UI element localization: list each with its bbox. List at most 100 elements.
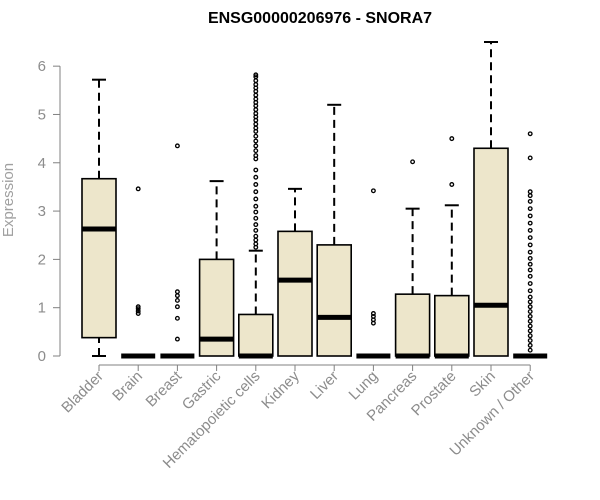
outlier-hematopoietic-cells-25 [253,111,259,116]
box-unknown-other [513,131,548,359]
iqr-box-liver [316,244,353,357]
iqr-box-pancreas [394,293,431,357]
outlier-breast-0 [174,336,180,342]
iqr-box-prostate [433,294,470,357]
outlier-unknown-other-0 [527,347,533,353]
outlier-unknown-other-6 [527,318,533,324]
outlier-hematopoietic-cells-26 [253,107,259,113]
outlier-unknown-other-14 [527,273,533,279]
outlier-unknown-other-4 [527,328,533,334]
box-lung [356,188,391,359]
y-tick-label-4: 4 [38,155,46,172]
outlier-unknown-other-10 [527,299,533,305]
iqr-box-skin [473,147,509,357]
y-tick-label-0: 0 [38,348,46,365]
outlier-hematopoietic-cells-18 [253,138,259,144]
outlier-brain-1 [135,308,141,314]
outlier-unknown-other-24 [527,206,533,212]
outlier-unknown-other-5 [527,323,533,329]
outlier-hematopoietic-cells-15 [253,153,259,158]
outlier-unknown-other-21 [527,227,533,233]
outlier-hematopoietic-cells-1 [253,241,259,247]
outlier-prostate-1 [449,136,455,142]
outlier-hematopoietic-cells-22 [253,121,259,127]
outlier-hematopoietic-cells-29 [253,96,259,102]
outlier-hematopoietic-cells-21 [253,125,259,131]
outlier-hematopoietic-cells-11 [253,182,259,187]
outlier-breast-1 [174,315,180,321]
box-gastric [198,180,235,357]
box-skin [473,41,509,357]
y-tick-label-2: 2 [38,251,46,268]
outlier-lung-2 [370,313,376,319]
iqr-box-hematopoietic-cells [238,313,274,357]
outlier-lung-4 [370,188,376,194]
outlier-hematopoietic-cells-33 [253,82,259,87]
outlier-unknown-other-25 [527,198,533,204]
outlier-hematopoietic-cells-10 [253,189,259,195]
outlier-breast-4 [174,293,180,299]
outlier-hematopoietic-cells-19 [253,133,259,139]
outlier-unknown-other-3 [527,333,533,339]
outlier-hematopoietic-cells-7 [253,209,259,215]
y-tick-label-6: 6 [38,58,46,75]
outlier-lung-3 [370,311,376,316]
x-tick-label-lung: Lung [346,368,382,404]
outlier-unknown-other-1 [527,342,533,348]
outlier-unknown-other-15 [527,267,533,273]
y-tick-label-3: 3 [38,203,46,220]
box-hematopoietic-cells [238,72,274,359]
outlier-unknown-other-7 [527,313,533,319]
outlier-brain-0 [135,311,141,316]
outlier-unknown-other-17 [527,255,533,261]
outlier-unknown-other-27 [527,189,533,195]
box-pancreas [394,159,431,359]
outlier-hematopoietic-cells-17 [253,143,259,149]
outlier-hematopoietic-cells-3 [253,233,259,239]
outlier-unknown-other-2 [527,338,533,343]
outlier-breast-6 [174,143,180,149]
outlier-breast-3 [174,297,180,303]
iqr-box-bladder [81,177,117,339]
outlier-hematopoietic-cells-6 [253,215,259,221]
outlier-hematopoietic-cells-36 [253,72,259,78]
outlier-unknown-other-23 [527,213,533,219]
outlier-breast-5 [174,289,180,295]
iqr-box-kidney [277,230,313,357]
box-breast [160,143,195,359]
outlier-unknown-other-8 [527,309,533,315]
outlier-brain-4 [135,186,141,192]
outlier-pancreas-0 [410,159,416,165]
outlier-unknown-other-26 [527,193,533,199]
outlier-hematopoietic-cells-4 [253,227,259,233]
outlier-unknown-other-19 [527,242,533,248]
outlier-hematopoietic-cells-12 [253,174,259,180]
outlier-hematopoietic-cells-35 [253,74,259,80]
x-tick-label-kidney: Kidney [258,367,303,412]
outlier-brain-3 [135,304,141,310]
y-axis-label: Expression [0,163,17,237]
outlier-unknown-other-29 [527,131,533,137]
outlier-hematopoietic-cells-5 [253,222,259,228]
box-series [81,41,548,359]
outlier-unknown-other-13 [527,281,533,286]
x-tick-label-liver: Liver [307,368,342,403]
outlier-brain-2 [135,306,141,312]
box-kidney [277,187,313,357]
box-liver [316,103,353,357]
outlier-unknown-other-28 [527,155,533,161]
x-tick-label-breast: Breast [143,367,186,410]
outlier-hematopoietic-cells-2 [253,237,259,243]
box-bladder [81,78,117,357]
outlier-hematopoietic-cells-8 [253,203,259,209]
outlier-hematopoietic-cells-30 [253,92,259,98]
outlier-unknown-other-22 [527,220,533,226]
outlier-prostate-0 [449,182,455,187]
outlier-hematopoietic-cells-16 [253,148,259,154]
chart-title: ENSG00000206976 - SNORA7 [208,10,432,27]
outlier-unknown-other-18 [527,249,533,255]
x-tick-label-brain: Brain [109,368,146,405]
outlier-unknown-other-11 [527,294,533,300]
outlier-hematopoietic-cells-34 [253,78,259,84]
